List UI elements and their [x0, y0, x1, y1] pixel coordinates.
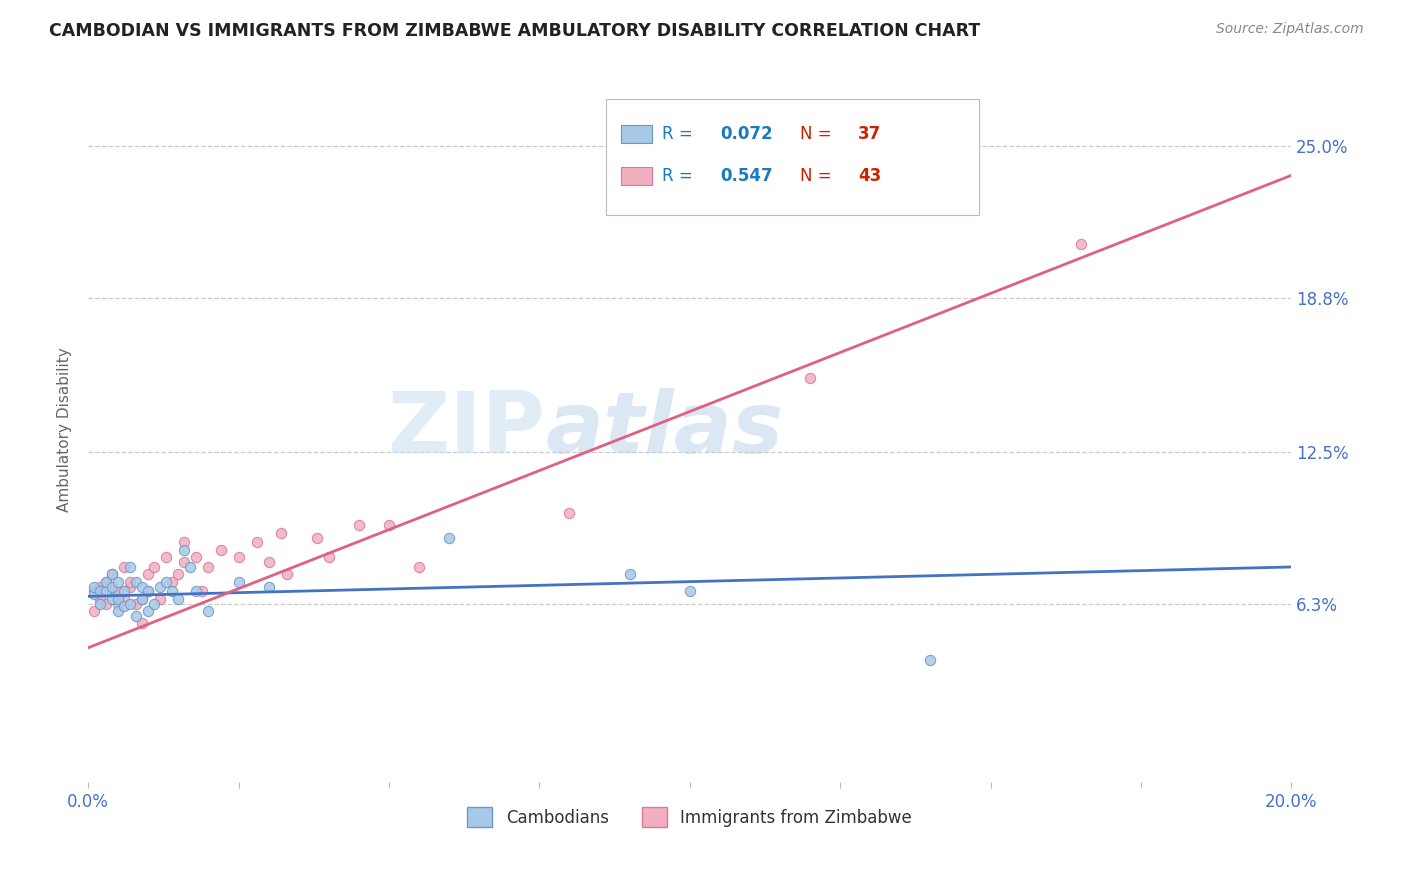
Text: CAMBODIAN VS IMMIGRANTS FROM ZIMBABWE AMBULATORY DISABILITY CORRELATION CHART: CAMBODIAN VS IMMIGRANTS FROM ZIMBABWE AM… — [49, 22, 980, 40]
Point — [101, 580, 124, 594]
Point — [96, 574, 118, 589]
Point — [155, 574, 177, 589]
Point — [191, 584, 214, 599]
Point — [228, 574, 250, 589]
Point — [83, 584, 105, 599]
Point — [920, 653, 942, 667]
Point — [120, 597, 142, 611]
Point — [125, 574, 148, 589]
Text: N =: N = — [800, 167, 838, 186]
Point — [799, 371, 821, 385]
Point — [186, 584, 208, 599]
Point — [89, 584, 111, 599]
Point — [101, 567, 124, 582]
Point — [197, 560, 219, 574]
Text: R =: R = — [662, 167, 697, 186]
Point — [1070, 236, 1092, 251]
Point — [131, 616, 153, 631]
Y-axis label: Ambulatory Disability: Ambulatory Disability — [58, 348, 72, 512]
Point — [619, 567, 641, 582]
Point — [270, 525, 292, 540]
Point — [112, 599, 135, 614]
Point — [257, 580, 280, 594]
Text: 43: 43 — [858, 167, 882, 186]
Point — [347, 518, 370, 533]
Point — [162, 584, 184, 599]
Point — [83, 587, 105, 601]
Point — [131, 580, 153, 594]
Point — [228, 550, 250, 565]
Point — [89, 597, 111, 611]
Point — [167, 567, 190, 582]
FancyBboxPatch shape — [621, 125, 652, 143]
Point — [120, 560, 142, 574]
Text: 37: 37 — [858, 125, 882, 143]
Text: 0.072: 0.072 — [720, 125, 772, 143]
Point — [136, 584, 159, 599]
Point — [167, 591, 190, 606]
Point — [112, 584, 135, 599]
Point — [149, 591, 172, 606]
Point — [131, 591, 153, 606]
Point — [136, 567, 159, 582]
Point — [173, 535, 195, 549]
Point — [276, 567, 298, 582]
Point — [96, 597, 118, 611]
Point — [679, 584, 702, 599]
Point — [107, 591, 129, 606]
FancyBboxPatch shape — [606, 99, 979, 215]
Point — [89, 580, 111, 594]
Point — [378, 518, 401, 533]
Point — [101, 567, 124, 582]
Point — [186, 550, 208, 565]
Point — [318, 550, 340, 565]
Text: ZIP: ZIP — [388, 388, 546, 471]
Point — [197, 604, 219, 618]
Point — [89, 591, 111, 606]
Point — [120, 580, 142, 594]
Point — [408, 560, 430, 574]
Point — [173, 542, 195, 557]
Point — [246, 535, 269, 549]
Point — [155, 550, 177, 565]
Point — [209, 542, 232, 557]
Point — [179, 560, 201, 574]
Text: R =: R = — [662, 125, 697, 143]
Point — [112, 560, 135, 574]
Point — [136, 604, 159, 618]
Point — [125, 597, 148, 611]
Text: 0.547: 0.547 — [720, 167, 772, 186]
Point — [136, 584, 159, 599]
Legend: Cambodians, Immigrants from Zimbabwe: Cambodians, Immigrants from Zimbabwe — [461, 800, 918, 834]
Point — [257, 555, 280, 569]
Point — [131, 591, 153, 606]
Point — [107, 597, 129, 611]
Point — [96, 574, 118, 589]
Point — [143, 560, 166, 574]
Point — [96, 584, 118, 599]
Point — [173, 555, 195, 569]
FancyBboxPatch shape — [621, 167, 652, 186]
Point — [125, 608, 148, 623]
Text: Source: ZipAtlas.com: Source: ZipAtlas.com — [1216, 22, 1364, 37]
Point — [101, 584, 124, 599]
Point — [120, 574, 142, 589]
Point — [305, 531, 328, 545]
Text: N =: N = — [800, 125, 838, 143]
Point — [83, 580, 105, 594]
Point — [143, 597, 166, 611]
Point — [101, 591, 124, 606]
Point — [558, 506, 581, 520]
Point — [149, 580, 172, 594]
Point — [83, 604, 105, 618]
Point — [162, 574, 184, 589]
Point — [112, 591, 135, 606]
Point — [107, 574, 129, 589]
Point — [107, 584, 129, 599]
Point — [437, 531, 460, 545]
Text: atlas: atlas — [546, 388, 783, 471]
Point — [107, 604, 129, 618]
